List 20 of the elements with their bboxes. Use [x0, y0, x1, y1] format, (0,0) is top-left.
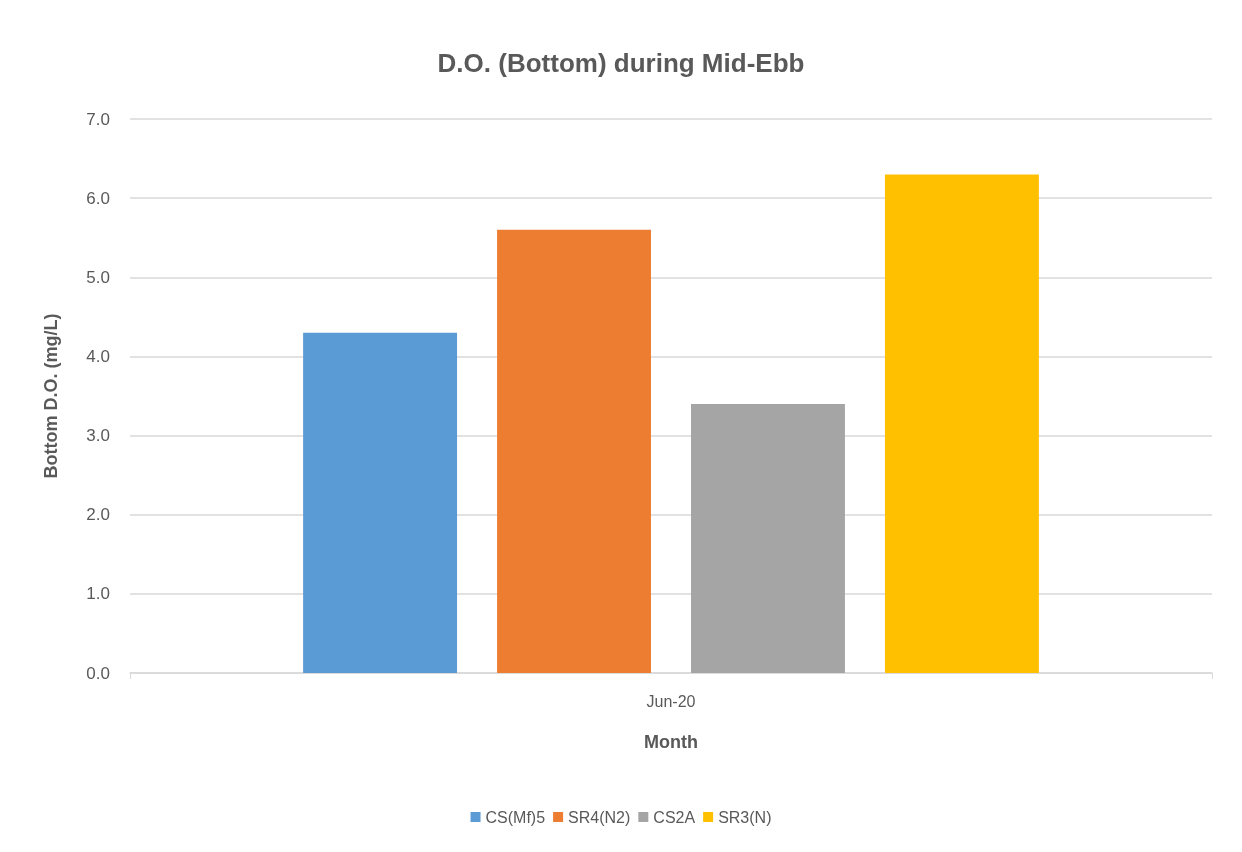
y-tick-label: 5.0 — [86, 267, 110, 287]
y-tick-label: 7.0 — [86, 109, 110, 129]
legend-label: SR3(N) — [718, 808, 772, 826]
bar — [691, 403, 845, 673]
x-axis-title: Month — [644, 732, 698, 752]
legend-label: CS2A — [653, 808, 696, 826]
x-tick-label: Jun-20 — [646, 692, 696, 710]
legend-label: CS(Mf)5 — [485, 808, 546, 826]
chart-title: D.O. (Bottom) during Mid-Ebb — [437, 48, 805, 78]
y-tick-label: 4.0 — [86, 346, 110, 366]
y-tick-label: 6.0 — [86, 188, 110, 208]
y-tick-label: 2.0 — [86, 505, 110, 525]
y-tick-label: 3.0 — [86, 426, 110, 446]
y-axis-title: Bottom D.O. (mg/L) — [41, 313, 61, 479]
bar — [303, 332, 458, 673]
y-tick-label: 1.0 — [86, 584, 110, 604]
bar — [884, 174, 1039, 673]
bar — [497, 229, 651, 673]
y-tick-label: 0.0 — [86, 663, 110, 683]
legend-label: SR4(N2) — [568, 808, 631, 826]
